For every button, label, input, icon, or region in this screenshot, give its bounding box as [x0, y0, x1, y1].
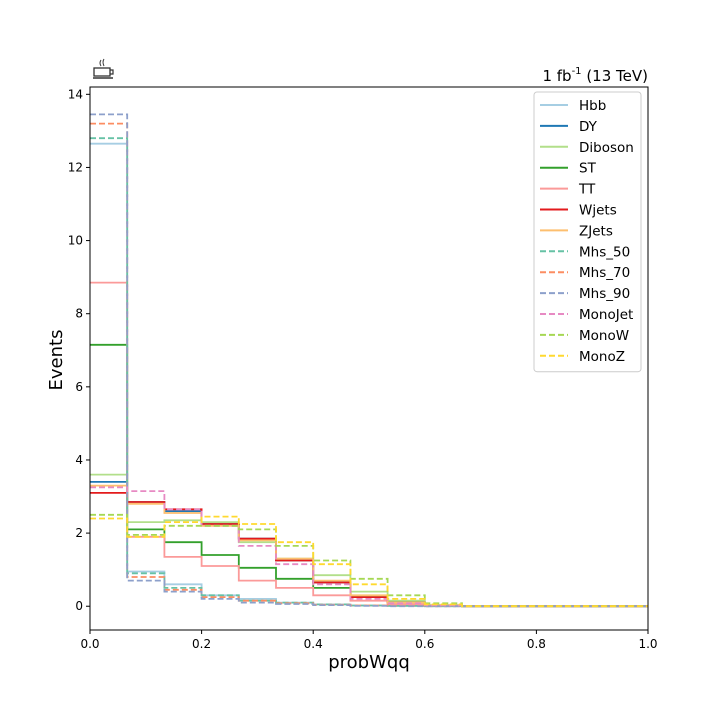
legend-label: Diboson	[579, 140, 634, 156]
legend-label: Wjets	[579, 203, 617, 219]
y-axis-label: Events	[46, 330, 67, 391]
coffee-cup-icon	[93, 58, 114, 79]
legend-label: DY	[579, 119, 598, 135]
y-tick-label: 14	[68, 87, 83, 101]
legend-label: Mhs_50	[579, 244, 630, 260]
x-tick-label: 0.0	[80, 637, 99, 651]
x-tick-label: 0.8	[527, 637, 546, 651]
series-line-monoz	[90, 515, 648, 608]
x-tick-label: 0.2	[192, 637, 211, 651]
legend-label: Hbb	[579, 98, 606, 114]
x-axis-label: probWqq	[328, 652, 410, 673]
legend-label: ST	[579, 161, 597, 177]
legend-label: MonoZ	[579, 349, 625, 365]
legend-label: Mhs_90	[579, 286, 630, 302]
series-line-mhs-90	[90, 113, 648, 608]
chart-title: 1 fb-1 (13 TeV)	[542, 66, 648, 85]
legend-label: TT	[578, 182, 596, 198]
legend-label: ZJets	[579, 223, 613, 239]
legend-label: Mhs_70	[579, 265, 630, 281]
series-line-monojet	[90, 486, 648, 608]
legend-box	[533, 91, 642, 373]
y-tick-label: 6	[75, 380, 83, 394]
legend: Hbb DY Diboson ST TT Wjets ZJets Mhs_50 Mhs_70 Mh…	[533, 91, 642, 373]
x-tick-label: 1.0	[638, 637, 657, 651]
plot-frame	[89, 86, 649, 631]
y-tick-label: 8	[75, 307, 83, 321]
x-tick-label: 0.6	[415, 637, 434, 651]
y-tick-label: 10	[68, 234, 83, 248]
legend-label: MonoJet	[579, 307, 633, 323]
legend-label: MonoW	[579, 328, 629, 344]
y-axis: 0 2 4 6 8 10 12 14	[68, 87, 90, 613]
y-tick-label: 4	[75, 453, 83, 467]
series-layer	[90, 113, 648, 608]
y-tick-label: 2	[75, 526, 83, 540]
x-tick-label: 0.4	[304, 637, 323, 651]
x-axis: 0.0 0.2 0.4 0.6 0.8 1.0	[80, 630, 658, 651]
y-tick-label: 12	[68, 160, 83, 174]
y-tick-label: 0	[75, 599, 83, 613]
